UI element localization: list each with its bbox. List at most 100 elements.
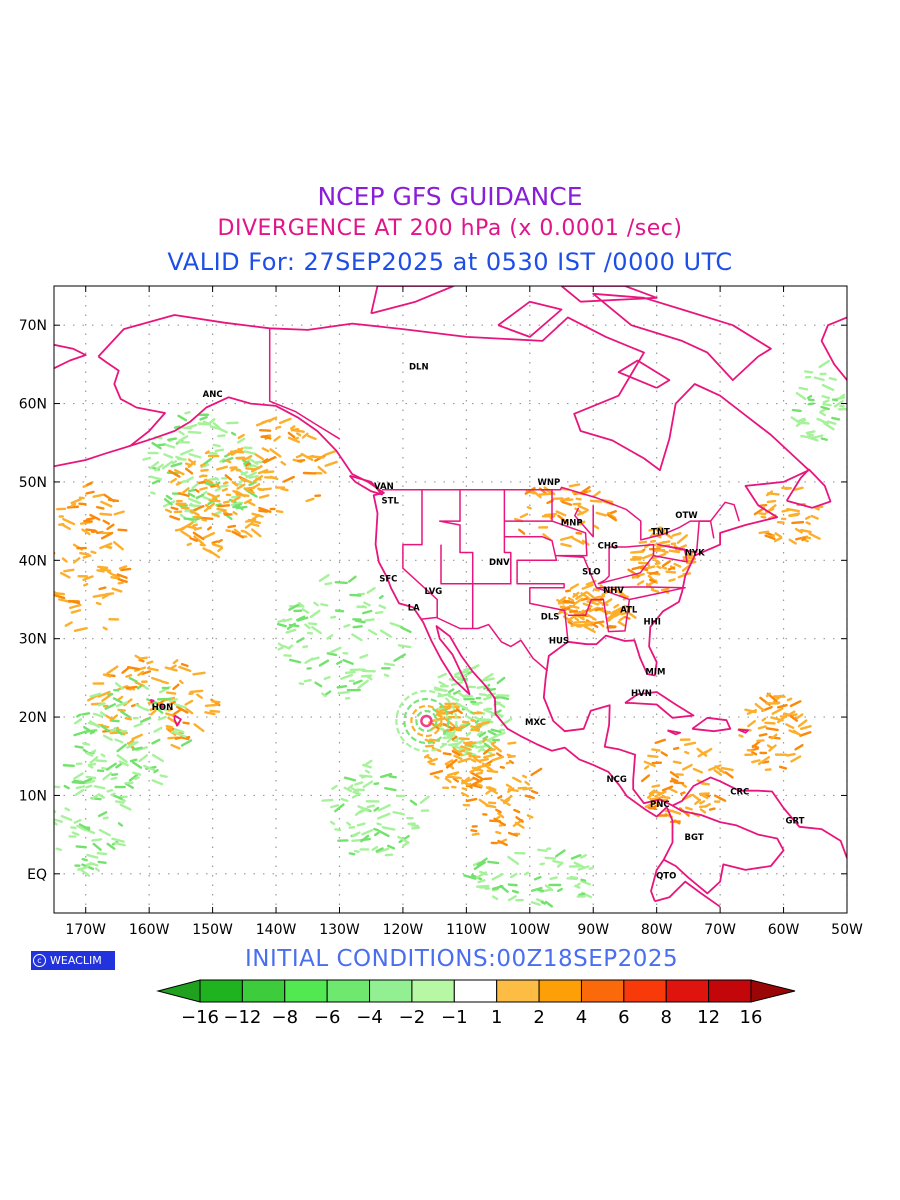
divergence-patch bbox=[79, 552, 90, 556]
divergence-patch bbox=[363, 601, 371, 607]
divergence-patch bbox=[285, 628, 297, 634]
divergence-patch bbox=[81, 857, 88, 862]
divergence-patch bbox=[720, 766, 734, 772]
lon-label: 90W bbox=[577, 922, 609, 938]
divergence-patch bbox=[73, 772, 84, 780]
divergence-patch bbox=[208, 499, 221, 503]
divergence-patch bbox=[184, 467, 194, 475]
divergence-patch bbox=[251, 483, 261, 490]
divergence-patch bbox=[522, 786, 533, 791]
divergence-patch bbox=[373, 806, 380, 812]
divergence-patch bbox=[217, 546, 224, 553]
divergence-patch bbox=[671, 532, 682, 537]
divergence-patch bbox=[652, 540, 666, 547]
divergence-patch bbox=[457, 757, 472, 764]
divergence-patch bbox=[301, 608, 310, 614]
divergence-patch bbox=[508, 759, 514, 765]
divergence-patch bbox=[764, 534, 776, 541]
divergence-patch bbox=[557, 596, 567, 604]
divergence-patch bbox=[378, 594, 384, 600]
divergence-patch bbox=[377, 812, 391, 820]
divergence-patch bbox=[188, 488, 196, 493]
divergence-patch bbox=[287, 436, 300, 444]
divergence-patch bbox=[233, 528, 241, 535]
divergence-patch bbox=[499, 884, 509, 893]
lon-label: 50W bbox=[831, 922, 863, 938]
divergence-patch bbox=[566, 877, 578, 881]
divergence-patch bbox=[257, 468, 269, 475]
divergence-patch bbox=[683, 741, 697, 746]
city-label: DLN bbox=[409, 363, 429, 373]
state-lines-1 bbox=[402, 489, 438, 618]
divergence-patch bbox=[751, 751, 758, 756]
divergence-patch bbox=[54, 785, 61, 789]
divergence-patch bbox=[254, 453, 264, 461]
divergence-patch bbox=[593, 524, 600, 530]
divergence-patch bbox=[150, 491, 156, 495]
divergence-patch bbox=[69, 599, 81, 605]
divergence-patch bbox=[199, 543, 206, 547]
divergence-patch bbox=[354, 619, 366, 624]
divergence-patch bbox=[778, 765, 788, 770]
divergence-patch bbox=[195, 493, 205, 500]
colorbar-label: 4 bbox=[576, 1007, 587, 1028]
city-label: PNC bbox=[650, 800, 670, 810]
divergence-patch bbox=[334, 803, 345, 813]
divergence-patch bbox=[90, 749, 97, 754]
divergence-patch bbox=[785, 723, 795, 730]
divergence-patch bbox=[483, 708, 494, 715]
divergence-patch bbox=[409, 799, 418, 806]
divergence-patch bbox=[92, 593, 106, 598]
divergence-patch bbox=[151, 704, 164, 714]
divergence-patch bbox=[765, 727, 779, 732]
divergence-patch bbox=[466, 670, 473, 676]
divergence-patch bbox=[644, 765, 650, 770]
divergence-patch bbox=[448, 742, 459, 747]
divergence-patch bbox=[243, 498, 252, 505]
divergence-patch bbox=[217, 504, 231, 508]
divergence-patch bbox=[507, 741, 517, 745]
divergence-patch bbox=[376, 822, 382, 826]
divergence-patch bbox=[324, 460, 338, 467]
divergence-patch bbox=[746, 709, 757, 715]
divergence-patch bbox=[348, 825, 356, 829]
divergence-patch bbox=[513, 808, 521, 814]
lat-label: 50N bbox=[19, 475, 47, 491]
vancouver-island bbox=[348, 474, 383, 496]
divergence-patch bbox=[485, 760, 493, 766]
greenland-coastline bbox=[820, 316, 847, 382]
colorbar-box bbox=[453, 979, 498, 1003]
divergence-patch bbox=[452, 747, 464, 757]
divergence-patch bbox=[483, 753, 496, 759]
divergence-patch bbox=[97, 690, 111, 698]
divergence-patch bbox=[170, 462, 183, 468]
divergence-patch bbox=[262, 458, 269, 463]
divergence-patch bbox=[69, 603, 82, 610]
divergence-patch bbox=[468, 754, 481, 759]
divergence-patch bbox=[141, 670, 152, 675]
divergence-patch bbox=[647, 806, 657, 811]
divergence-patch bbox=[483, 695, 493, 701]
divergence-patch bbox=[82, 827, 96, 835]
divergence-patch bbox=[74, 745, 84, 749]
divergence-patch bbox=[248, 474, 259, 479]
city-label: DLS bbox=[541, 613, 560, 623]
divergence-patch bbox=[62, 517, 76, 526]
divergence-patch bbox=[344, 670, 356, 675]
divergence-patch bbox=[697, 750, 708, 758]
divergence-patch bbox=[668, 578, 676, 582]
colorbar-right-arrow bbox=[750, 979, 796, 1003]
divergence-patch bbox=[318, 573, 330, 582]
divergence-patch bbox=[288, 603, 300, 611]
weaclim-logo: c WEACLIM bbox=[31, 951, 115, 970]
divergence-patch bbox=[477, 763, 492, 769]
divergence-patch bbox=[317, 465, 327, 474]
divergence-patch bbox=[410, 824, 420, 828]
divergence-patch bbox=[686, 553, 694, 557]
divergence-patch bbox=[492, 888, 499, 892]
divergence-patch bbox=[544, 884, 554, 892]
lat-label: 60N bbox=[19, 397, 47, 413]
divergence-patch bbox=[85, 751, 94, 757]
divergence-patch bbox=[354, 809, 363, 817]
divergence-patch bbox=[311, 455, 325, 459]
